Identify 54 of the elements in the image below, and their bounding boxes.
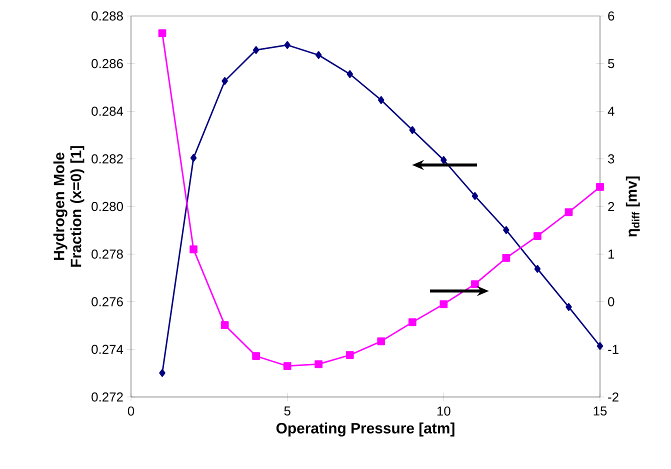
- y-tick-label: 0.286: [92, 59, 123, 68]
- y-tick-label: 0.282: [92, 154, 123, 164]
- y2-tick-label: 5: [608, 59, 614, 68]
- y2-tick-label: -1: [608, 344, 618, 354]
- point: [564, 208, 573, 216]
- point: [314, 360, 323, 368]
- y-tick-label: 0.278: [92, 250, 123, 259]
- point: [472, 192, 478, 200]
- x-axis-title: Operating Pressure [atm]: [276, 422, 454, 437]
- point: [190, 245, 198, 254]
- point: [471, 280, 479, 288]
- y2-tick-label: 6: [608, 11, 614, 21]
- point: [378, 96, 384, 104]
- y-tick-label: 0.274: [92, 344, 124, 354]
- y2-tick-label: 2: [608, 202, 614, 212]
- point: [252, 352, 260, 360]
- y2-tick-label: 1: [608, 250, 614, 259]
- y2-tick-label: 3: [608, 154, 614, 164]
- y-tick-label: 0.276: [92, 297, 123, 306]
- point: [346, 351, 354, 360]
- point: [534, 232, 542, 240]
- point: [284, 41, 290, 49]
- x-tick-label: 0: [128, 406, 134, 416]
- point: [534, 264, 541, 273]
- point: [346, 70, 354, 78]
- y-axis-title: Hydrogen Mole Fraction (x=0) [1]: [53, 146, 84, 267]
- x-tick-label: 15: [594, 406, 607, 416]
- point: [440, 156, 447, 164]
- point: [222, 77, 228, 85]
- y-tick-label: 0.272: [92, 392, 123, 402]
- point: [252, 46, 260, 54]
- point: [158, 29, 166, 38]
- x-tick-label: 10: [437, 406, 450, 416]
- point: [315, 51, 322, 59]
- point: [440, 300, 448, 308]
- point: [220, 321, 229, 330]
- point: [566, 303, 572, 311]
- y2-tick-label: 4: [608, 106, 614, 116]
- point: [408, 318, 416, 326]
- point: [409, 126, 416, 134]
- y-tick-label: 0.284: [92, 106, 124, 116]
- y-tick-label: 0.288: [92, 11, 123, 21]
- point: [377, 337, 386, 346]
- point: [190, 154, 197, 162]
- y2-tick-label: 0: [608, 297, 614, 306]
- y2-tick-label: -2: [608, 392, 618, 402]
- point: [596, 183, 604, 191]
- point: [283, 362, 292, 370]
- y-tick-label: 0.280: [92, 202, 123, 212]
- point: [503, 226, 510, 234]
- y2-axis-title: η$_{diff}$ [mv]: [626, 176, 640, 237]
- point: [502, 254, 510, 262]
- x-tick-label: 5: [284, 406, 290, 416]
- point: [159, 369, 166, 377]
